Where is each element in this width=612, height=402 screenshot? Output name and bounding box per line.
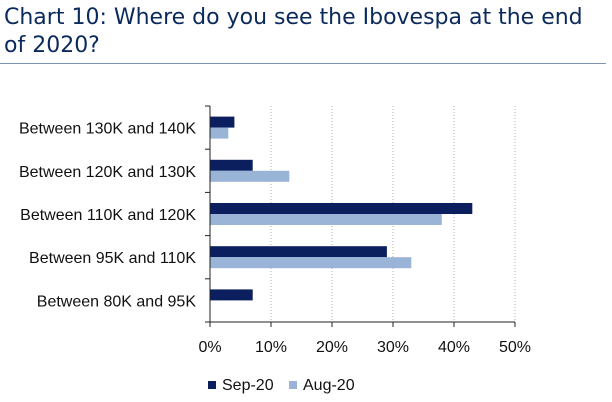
title-divider [0, 63, 606, 64]
x-tick-label: 20% [316, 339, 348, 356]
bar-aug-20 [210, 214, 442, 225]
bar-sep-20 [210, 203, 473, 214]
legend-label-sep-20: Sep-20 [222, 377, 274, 394]
legend-swatch-aug-20 [289, 381, 297, 389]
bar-sep-20 [210, 289, 253, 301]
bar-aug-20 [210, 257, 412, 269]
category-label: Between 80K and 95K [37, 293, 197, 310]
x-tick-label: 10% [255, 339, 287, 356]
bars [210, 116, 473, 301]
legend: Sep-20 Aug-20 [208, 377, 355, 394]
x-tick-label: 50% [499, 339, 531, 356]
bar-sep-20 [210, 116, 235, 128]
axes [205, 105, 516, 327]
x-tick-label: 30% [377, 339, 409, 356]
bar-aug-20 [210, 127, 229, 139]
legend-label-aug-20: Aug-20 [303, 377, 355, 394]
bar-aug-20 [210, 170, 290, 182]
legend-swatch-sep-20 [208, 381, 216, 389]
category-labels: Between 130K and 140K Between 120K and 13… [19, 121, 196, 311]
category-label: Between 130K and 140K [19, 121, 196, 138]
bar-sep-20 [210, 246, 387, 258]
category-label: Between 120K and 130K [19, 164, 196, 181]
x-tick-label: 40% [438, 339, 470, 356]
bar-sep-20 [210, 159, 253, 171]
chart-title: Chart 10: Where do you see the Ibovespa … [4, 5, 583, 58]
category-label: Between 110K and 120K [20, 207, 196, 224]
category-label: Between 95K and 110K [29, 250, 196, 267]
x-tick-label: 0% [198, 339, 221, 356]
x-tick-labels: 0% 10% 20% 30% 40% 50% [198, 339, 531, 356]
